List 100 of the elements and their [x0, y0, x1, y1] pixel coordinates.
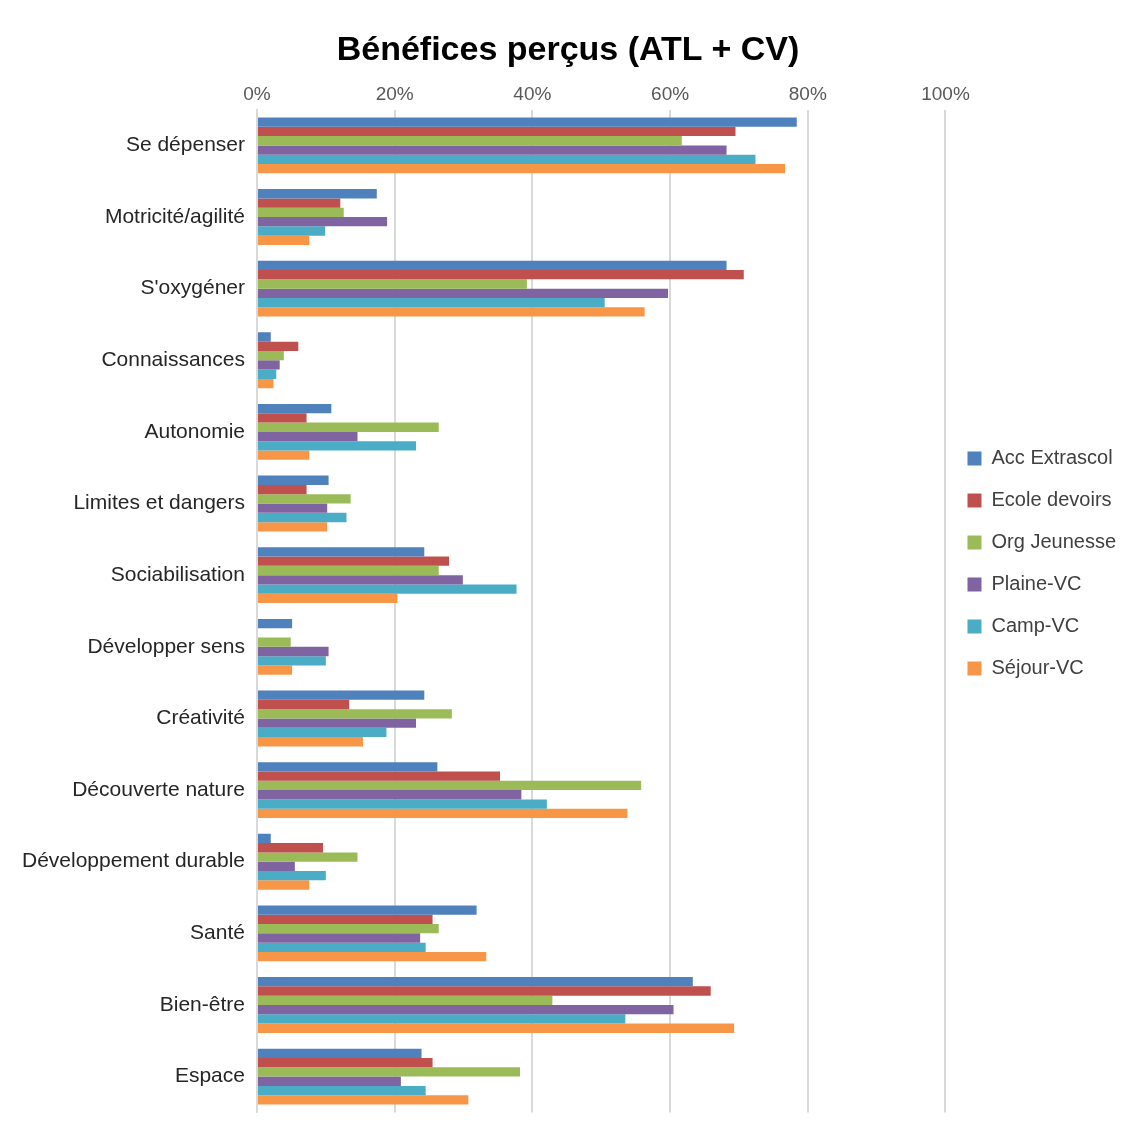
bar [257, 522, 328, 532]
bar [257, 690, 425, 700]
bar [257, 762, 438, 772]
bar [257, 852, 358, 862]
bar [257, 1085, 426, 1096]
bar [257, 1076, 401, 1086]
bar [257, 977, 693, 987]
bar [257, 1004, 674, 1015]
bar [257, 413, 307, 423]
y-tick-label: Sociabilisation [110, 561, 245, 585]
x-tick-label: 100% [921, 83, 970, 105]
bar [257, 332, 271, 342]
bar [257, 790, 522, 800]
bar [257, 350, 284, 361]
bar [257, 378, 274, 389]
y-tick-label: Développement durable [22, 848, 245, 872]
bar [257, 737, 364, 747]
y-tick-label: S'oxygéner [140, 275, 245, 299]
bar [257, 575, 463, 585]
y-tick-label: Motricité/agilité [104, 203, 245, 227]
bar [257, 260, 727, 271]
bar [257, 727, 387, 738]
bar [257, 422, 439, 432]
bar [257, 217, 388, 227]
bar [257, 503, 328, 513]
bar [257, 656, 326, 666]
bar [257, 484, 307, 495]
bar [257, 1067, 520, 1077]
legend-label: Camp-VC [991, 614, 1080, 637]
bar [257, 799, 547, 809]
bar [257, 189, 377, 199]
bar [257, 341, 299, 351]
bar [257, 718, 417, 728]
legend-label: Acc Extrascol [991, 446, 1113, 469]
bar [257, 556, 450, 566]
bar [257, 369, 277, 379]
x-tick-label: 20% [375, 83, 414, 105]
x-tick-label: 80% [788, 83, 827, 105]
bar [257, 986, 711, 996]
bar [257, 117, 797, 127]
legend-label: Séjour-VC [991, 656, 1084, 679]
bar [257, 226, 326, 236]
x-tick-label: 0% [243, 83, 271, 105]
bar [257, 593, 398, 604]
bar [257, 164, 786, 174]
bar [257, 288, 669, 298]
bar [257, 494, 351, 504]
bar [257, 637, 291, 647]
bar [257, 618, 293, 629]
y-tick-label: Bien-être [159, 991, 245, 1015]
bar [257, 145, 727, 155]
bar [257, 403, 332, 414]
bar [257, 270, 744, 280]
bar [257, 771, 501, 781]
bar [257, 709, 452, 719]
bar [257, 207, 344, 218]
bar [257, 905, 477, 915]
bar [257, 136, 682, 146]
bar [257, 665, 293, 675]
bar [257, 475, 329, 485]
y-tick-label: Développer sens [87, 633, 245, 657]
bar [257, 942, 426, 952]
bar [257, 951, 487, 962]
bar [257, 431, 358, 442]
bar [257, 933, 421, 943]
bar [257, 441, 417, 451]
bar [257, 235, 310, 245]
bar [257, 861, 295, 872]
y-tick-label: Autonomie [144, 418, 245, 442]
bar [257, 512, 347, 523]
chart-title: Bénéfices perçus (ATL + CV) [336, 28, 800, 67]
bar [257, 880, 310, 890]
legend-label: Org Jeunesse [991, 530, 1116, 553]
y-tick-label: Créativité [156, 705, 245, 729]
bar [257, 584, 517, 594]
x-tick-label: 40% [513, 83, 552, 105]
bar [257, 198, 341, 208]
y-tick-label: Espace [174, 1063, 245, 1087]
bar [257, 924, 439, 934]
y-tick-label: Connaissances [101, 347, 245, 371]
bar [257, 1048, 422, 1058]
bar [257, 808, 628, 819]
bar [257, 843, 324, 853]
bar [257, 279, 527, 289]
bar [257, 1095, 469, 1105]
bar [257, 995, 553, 1005]
bar [257, 307, 645, 317]
bar [257, 780, 642, 791]
bar [257, 1023, 735, 1033]
y-tick-label: Santé [190, 920, 245, 944]
legend-label: Ecole devoirs [991, 488, 1112, 511]
bar [257, 699, 350, 710]
bar [257, 297, 605, 308]
bar [257, 450, 310, 460]
bar [257, 646, 329, 657]
bar [257, 1057, 433, 1068]
y-tick-label: Découverte nature [72, 776, 245, 800]
bar [257, 126, 736, 137]
y-tick-label: Limites et dangers [73, 490, 245, 514]
x-tick-label: 60% [651, 83, 690, 105]
